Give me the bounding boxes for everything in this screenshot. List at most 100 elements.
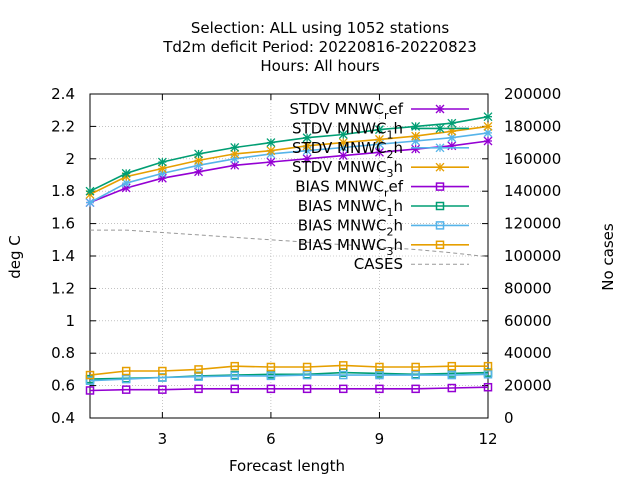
- chart-title-line-2: Td2m deficit Period: 20220816-20220823: [162, 38, 477, 56]
- data-point-bias-mnwc-3h: [302, 362, 312, 372]
- legend-label: BIAS MNWC1h: [298, 197, 403, 219]
- data-point-bias-mnwc-2h: [302, 370, 312, 380]
- data-point-stdv-mnwc-3h: [374, 134, 384, 144]
- y2-tick-label: 0: [504, 409, 514, 427]
- y2-tick-label: 40000: [504, 344, 552, 362]
- y-tick-label: 1.2: [51, 279, 75, 297]
- series-line-stdv-mnwc-3h: [89, 125, 489, 196]
- marker-stroke: [157, 157, 167, 167]
- marker-stroke: [435, 162, 445, 172]
- data-point-bias-mnwc-3h: [339, 361, 348, 370]
- chart-title-line-3: Hours: All hours: [260, 57, 379, 75]
- legend-marker: [435, 104, 445, 114]
- data-point-bias-mnwc-3h: [230, 361, 239, 371]
- data-point-stdv-mnwc-3h: [483, 121, 493, 131]
- y2-axis-label: No cases: [599, 223, 617, 291]
- data-point-bias-mnwc-3h: [266, 362, 276, 372]
- data-point-stdv-mnwc-1h: [447, 118, 457, 128]
- data-point-bias-mnwc-2h: [447, 370, 457, 380]
- y2-tick-label: 20000: [504, 377, 552, 395]
- data-point-stdv-mnwc-1h: [157, 157, 167, 167]
- legend-marker: [435, 162, 445, 172]
- data-point-bias-mnwc-3h: [158, 366, 167, 376]
- data-point-bias-mnwc-2h: [411, 370, 420, 380]
- data-point-bias-mnwc-2h: [85, 376, 95, 385]
- legend-entry-bias-mnwc-1h: BIAS MNWC1h: [298, 197, 469, 219]
- marker-stroke: [483, 128, 493, 138]
- marker-stroke: [338, 151, 348, 161]
- data-point-stdv-mnwc-3h: [302, 141, 312, 151]
- data-point-stdv-mnwc-1h: [230, 143, 240, 152]
- y-tick-label: 2: [65, 150, 75, 168]
- marker-stroke: [302, 154, 312, 164]
- marker-stroke: [230, 143, 240, 152]
- y-axis-label: deg C: [6, 235, 24, 279]
- data-point-stdv-mnwc-ref: [338, 151, 348, 161]
- axes: 0.4 0.6 0.8 1 1.2 1.4 1.6 1.8 2 2.2 2.4 0 20000 40000…: [51, 85, 561, 448]
- legend-label: BIAS MNWC2h: [298, 216, 403, 238]
- y-tick-label: 0.8: [51, 344, 75, 362]
- data-point-bias-mnwc-ref: [302, 384, 312, 394]
- y-tick-label: 1.6: [51, 215, 75, 233]
- marker-stroke: [435, 143, 445, 153]
- data-point-bias-mnwc-ref: [230, 384, 239, 394]
- data-point-stdv-mnwc-ref: [302, 154, 312, 164]
- legend-entry-bias-mnwc-2h: BIAS MNWC2h: [298, 216, 469, 238]
- data-point-stdv-mnwc-3h: [411, 131, 421, 141]
- data-point-stdv-mnwc-3h: [266, 146, 276, 156]
- marker-stroke: [157, 164, 167, 173]
- x-tick-label: 9: [375, 430, 385, 448]
- y-tick-label: 1.8: [51, 182, 75, 200]
- legend-entry-stdv-mnwc-1h: STDV MNWC1h: [292, 119, 469, 141]
- marker-stroke: [374, 147, 384, 157]
- legend-label: STDV MNWC3h: [292, 158, 403, 180]
- marker-stroke: [338, 138, 348, 148]
- legend-label: CASES: [354, 255, 403, 273]
- marker-stroke: [230, 160, 240, 170]
- marker-stroke: [302, 133, 312, 143]
- legend-entry-cases: CASES: [354, 255, 469, 273]
- marker-stroke: [121, 178, 131, 188]
- x-axis-label: Forecast length: [229, 457, 345, 475]
- data-point-stdv-mnwc-2h: [85, 198, 95, 207]
- x-tick-label: 12: [478, 430, 497, 448]
- data-point-bias-mnwc-ref: [266, 384, 276, 394]
- legend-entry-bias-mnwc-ref: BIAS MNWCref: [295, 178, 469, 200]
- grid: [90, 93, 489, 419]
- marker-stroke: [435, 104, 445, 114]
- series-line-bias-mnwc-3h: [89, 364, 488, 376]
- series-line-bias-mnwc-ref: [89, 386, 489, 392]
- data-point-stdv-mnwc-1h: [121, 168, 131, 178]
- legend-marker: [435, 240, 445, 250]
- y-tick-label: 2.2: [51, 117, 75, 135]
- marker-stroke: [194, 167, 204, 177]
- data-point-bias-mnwc-3h: [483, 361, 493, 371]
- series-line-stdv-mnwc-1h: [89, 115, 489, 192]
- data-point-stdv-mnwc-1h: [85, 186, 95, 196]
- data-point-bias-mnwc-2h: [121, 374, 131, 384]
- marker-stroke: [194, 155, 204, 165]
- data-point-stdv-mnwc-1h: [266, 138, 276, 148]
- marker-stroke: [194, 149, 204, 159]
- legend-marker: [435, 182, 445, 191]
- x-tick-label: 3: [158, 430, 168, 448]
- y2-tick-label: 140000: [504, 182, 561, 200]
- y-tick-label: 0.6: [51, 377, 75, 395]
- data-point-bias-mnwc-3h: [121, 366, 131, 376]
- data-point-bias-mnwc-ref: [158, 385, 167, 394]
- data-point-bias-mnwc-2h: [483, 370, 493, 379]
- series-bias-mnwc-2h: [85, 370, 493, 385]
- marker-stroke: [374, 134, 384, 144]
- y2-tick-label: 100000: [504, 247, 561, 265]
- legend-marker: [435, 143, 445, 153]
- legend-marker: [435, 123, 445, 133]
- data-point-stdv-mnwc-1h: [483, 112, 493, 122]
- legend-entry-stdv-mnwc-2h: STDV MNWC2h: [292, 139, 469, 161]
- marker-stroke: [483, 136, 493, 146]
- marker-stroke: [374, 125, 384, 135]
- legend-entry-bias-mnwc-3h: BIAS MNWC3h: [298, 236, 469, 258]
- marker-stroke: [447, 118, 457, 128]
- marker-stroke: [302, 141, 312, 151]
- series-line-cases: [90, 229, 489, 258]
